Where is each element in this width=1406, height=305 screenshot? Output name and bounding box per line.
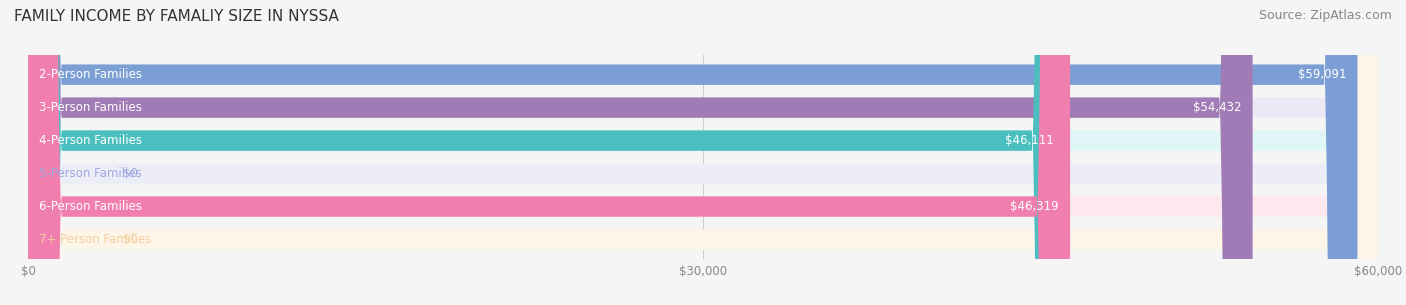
- FancyBboxPatch shape: [28, 0, 1378, 305]
- Text: $0: $0: [122, 167, 138, 180]
- FancyBboxPatch shape: [28, 0, 1070, 305]
- Text: $46,111: $46,111: [1005, 134, 1054, 147]
- FancyBboxPatch shape: [28, 0, 1378, 305]
- Text: Source: ZipAtlas.com: Source: ZipAtlas.com: [1258, 9, 1392, 22]
- Text: 7+ Person Families: 7+ Person Families: [39, 233, 152, 246]
- Text: $54,432: $54,432: [1192, 101, 1241, 114]
- FancyBboxPatch shape: [28, 0, 1378, 305]
- FancyBboxPatch shape: [28, 0, 1378, 305]
- FancyBboxPatch shape: [28, 0, 1066, 305]
- FancyBboxPatch shape: [28, 0, 1253, 305]
- FancyBboxPatch shape: [28, 0, 1378, 305]
- Text: 3-Person Families: 3-Person Families: [39, 101, 142, 114]
- Text: 6-Person Families: 6-Person Families: [39, 200, 142, 213]
- Text: 4-Person Families: 4-Person Families: [39, 134, 142, 147]
- Text: $59,091: $59,091: [1298, 68, 1346, 81]
- Text: $46,319: $46,319: [1011, 200, 1059, 213]
- Text: FAMILY INCOME BY FAMALIY SIZE IN NYSSA: FAMILY INCOME BY FAMALIY SIZE IN NYSSA: [14, 9, 339, 24]
- FancyBboxPatch shape: [28, 0, 1357, 305]
- FancyBboxPatch shape: [28, 0, 1378, 305]
- Text: 5-Person Families: 5-Person Families: [39, 167, 142, 180]
- Text: 2-Person Families: 2-Person Families: [39, 68, 142, 81]
- Text: $0: $0: [122, 233, 138, 246]
